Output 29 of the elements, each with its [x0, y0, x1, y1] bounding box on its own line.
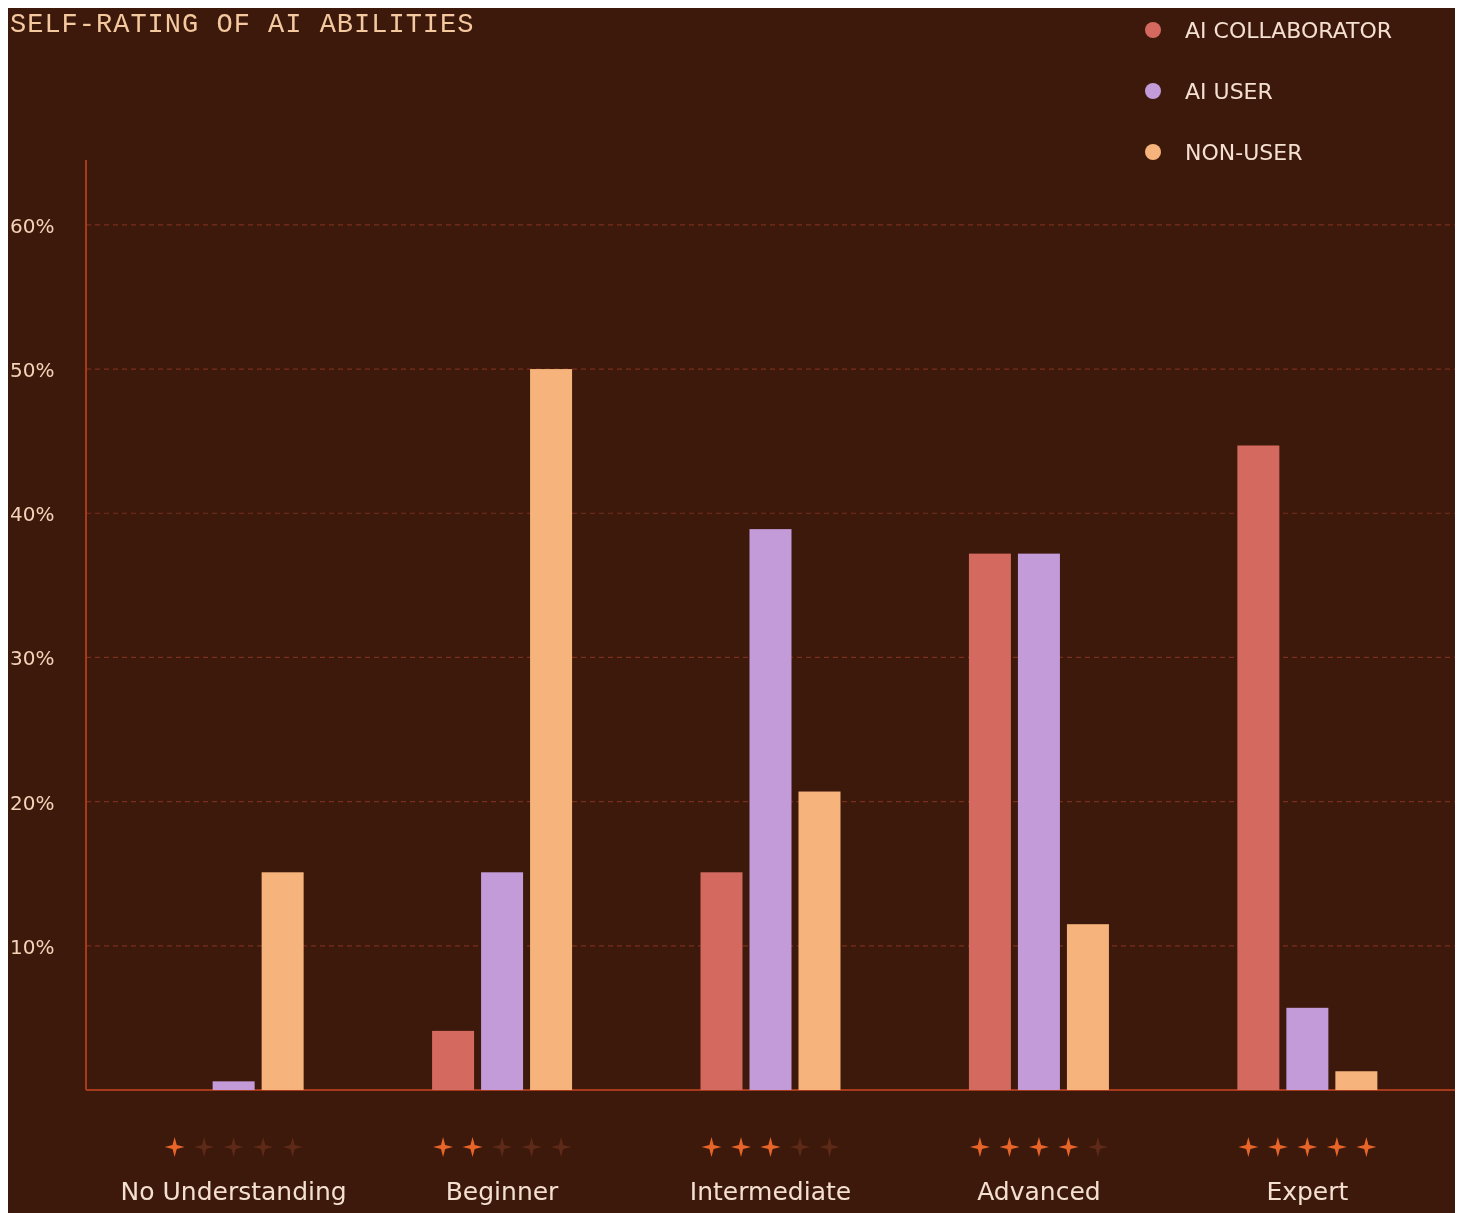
- bar: [1237, 445, 1280, 1090]
- y-tick-label: 50%: [10, 358, 55, 383]
- bar: [1335, 1071, 1378, 1090]
- y-tick-label: 30%: [10, 646, 55, 671]
- x-tick-label: No Understanding: [120, 1177, 347, 1206]
- chart-title: SELF-RATING OF AI ABILITIES: [10, 10, 475, 40]
- bar: [432, 1030, 475, 1090]
- bar: [749, 529, 792, 1090]
- y-tick-label: 20%: [10, 790, 55, 815]
- legend-label: NON-USER: [1185, 140, 1303, 165]
- bar: [481, 872, 524, 1090]
- y-tick-label: 10%: [10, 934, 55, 959]
- y-tick-label: 60%: [10, 213, 55, 238]
- x-tick-label: Expert: [1266, 1177, 1349, 1206]
- bar: [261, 872, 304, 1090]
- bar: [798, 791, 841, 1090]
- x-tick-label: Intermediate: [689, 1177, 852, 1206]
- bar: [530, 369, 573, 1090]
- x-tick-label: Beginner: [445, 1177, 560, 1206]
- bar: [1286, 1007, 1329, 1090]
- legend-label: AI USER: [1185, 79, 1273, 104]
- bar: [1066, 924, 1109, 1090]
- x-tick-label: Advanced: [977, 1177, 1101, 1206]
- bar: [1017, 553, 1060, 1090]
- bar: [212, 1081, 255, 1090]
- bar: [968, 553, 1011, 1090]
- legend-label: AI COLLABORATOR: [1185, 18, 1393, 43]
- y-tick-label: 40%: [10, 502, 55, 527]
- bar: [700, 872, 743, 1090]
